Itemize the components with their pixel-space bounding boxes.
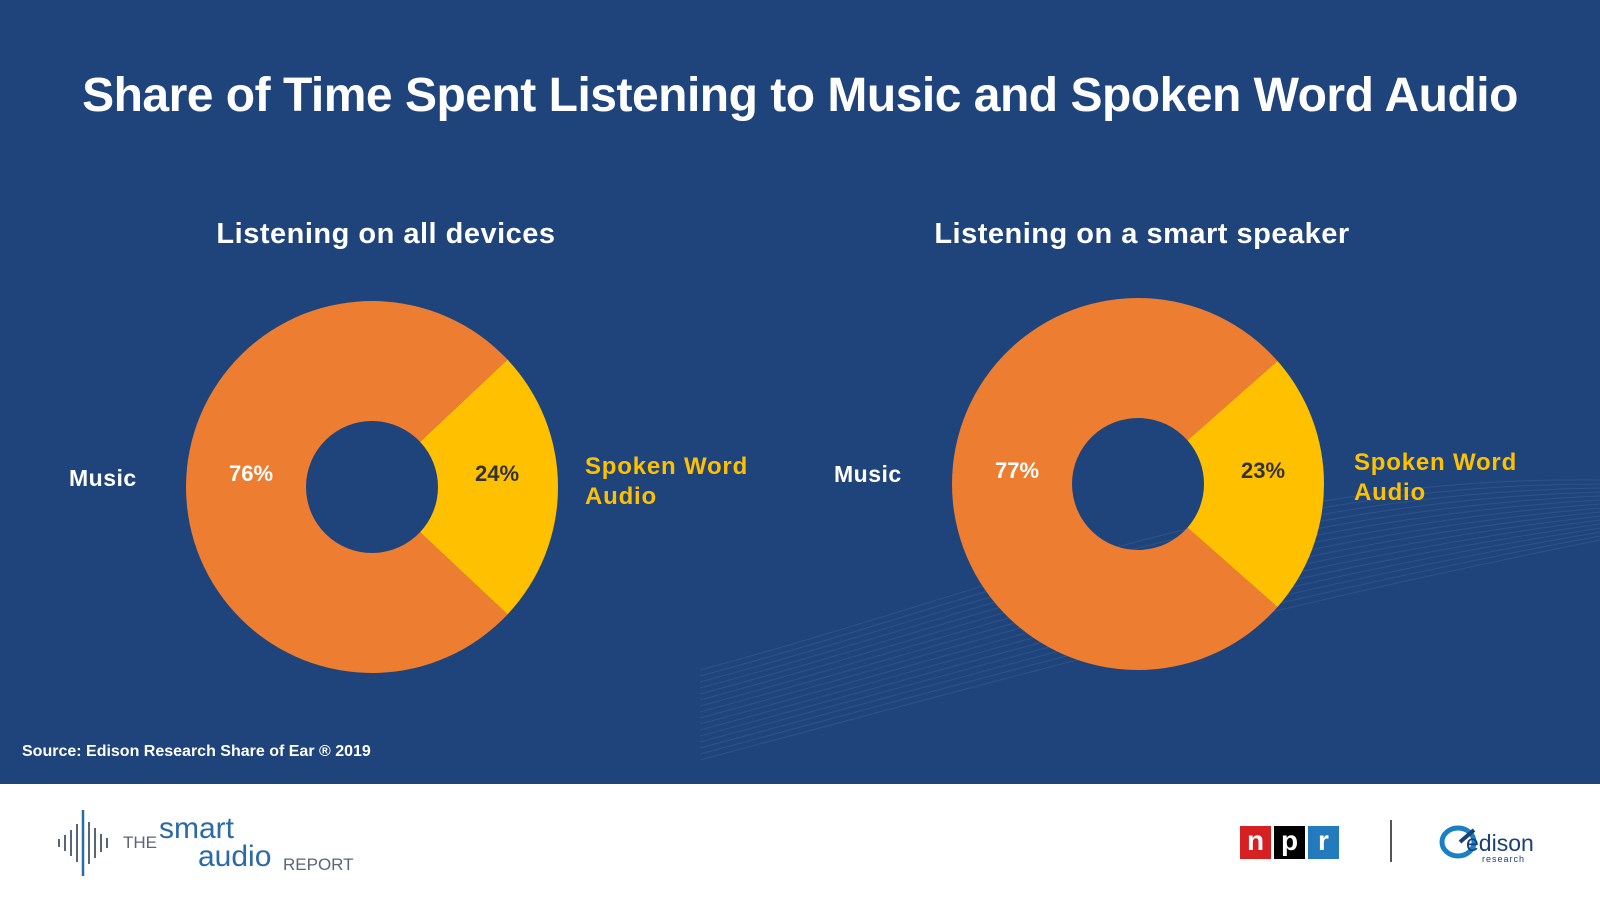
npr-letter-r: r (1308, 826, 1339, 859)
logo-report-text: REPORT (283, 855, 354, 874)
chart-1-spoken-value-label: 24% (475, 461, 519, 486)
chart-2-music-value-label: 77% (995, 458, 1039, 483)
chart-1-spoken-slice (420, 359, 558, 615)
chart-2-title: Listening on a smart speaker (934, 218, 1350, 250)
edison-swirl-icon (1439, 825, 1477, 859)
npr-letter-p: p (1274, 826, 1305, 859)
chart-1-music-value-label: 76% (229, 461, 273, 486)
edison-research-logo: edison research (1438, 816, 1558, 866)
chart-1-spoken-line1: Spoken Word (585, 453, 749, 480)
chart-1-music-label: Music (69, 465, 137, 491)
chart-2-music-slice (952, 298, 1278, 670)
chart-2-spoken-slice (1187, 360, 1324, 608)
logo-divider (1390, 820, 1392, 862)
page-title: Share of Time Spent Listening to Music a… (82, 69, 1518, 122)
chart-2-spoken-value-label: 23% (1241, 458, 1285, 483)
npr-logo: n p r (1240, 826, 1339, 859)
chart-2-music-label: Music (834, 461, 902, 487)
slide-body: Share of Time Spent Listening to Music a… (0, 0, 1600, 784)
chart-1-title: Listening on all devices (216, 218, 556, 250)
source-note: Source: Edison Research Share of Ear ® 2… (22, 743, 371, 760)
wave-line (699, 479, 1600, 671)
chart-2-spoken-line1: Spoken Word (1354, 449, 1518, 476)
logo-audio-text: audio (198, 840, 272, 873)
chart-2-spoken-line2: Audio (1354, 479, 1426, 506)
donut-chart-smart-speaker: 77% 23% (952, 298, 1324, 670)
chart-1-music-slice (185, 300, 508, 673)
logo-the-text: THE (123, 833, 157, 852)
npr-letter-n: n (1240, 826, 1271, 859)
chart-1-spoken-line2: Audio (585, 483, 657, 510)
chart-2-spoken-label: Spoken Word Audio (1354, 448, 1554, 508)
edison-name-text: edison (1466, 830, 1534, 856)
edison-sub-text: research (1482, 854, 1526, 864)
logo-smart-text: smart (159, 812, 234, 845)
smart-audio-report-logo: THE smart audio REPORT (55, 808, 375, 878)
donut-chart-all-devices: 76% 24% (185, 300, 558, 673)
soundwave-icon (58, 810, 108, 876)
chart-1-spoken-label: Spoken Word Audio (585, 452, 785, 512)
